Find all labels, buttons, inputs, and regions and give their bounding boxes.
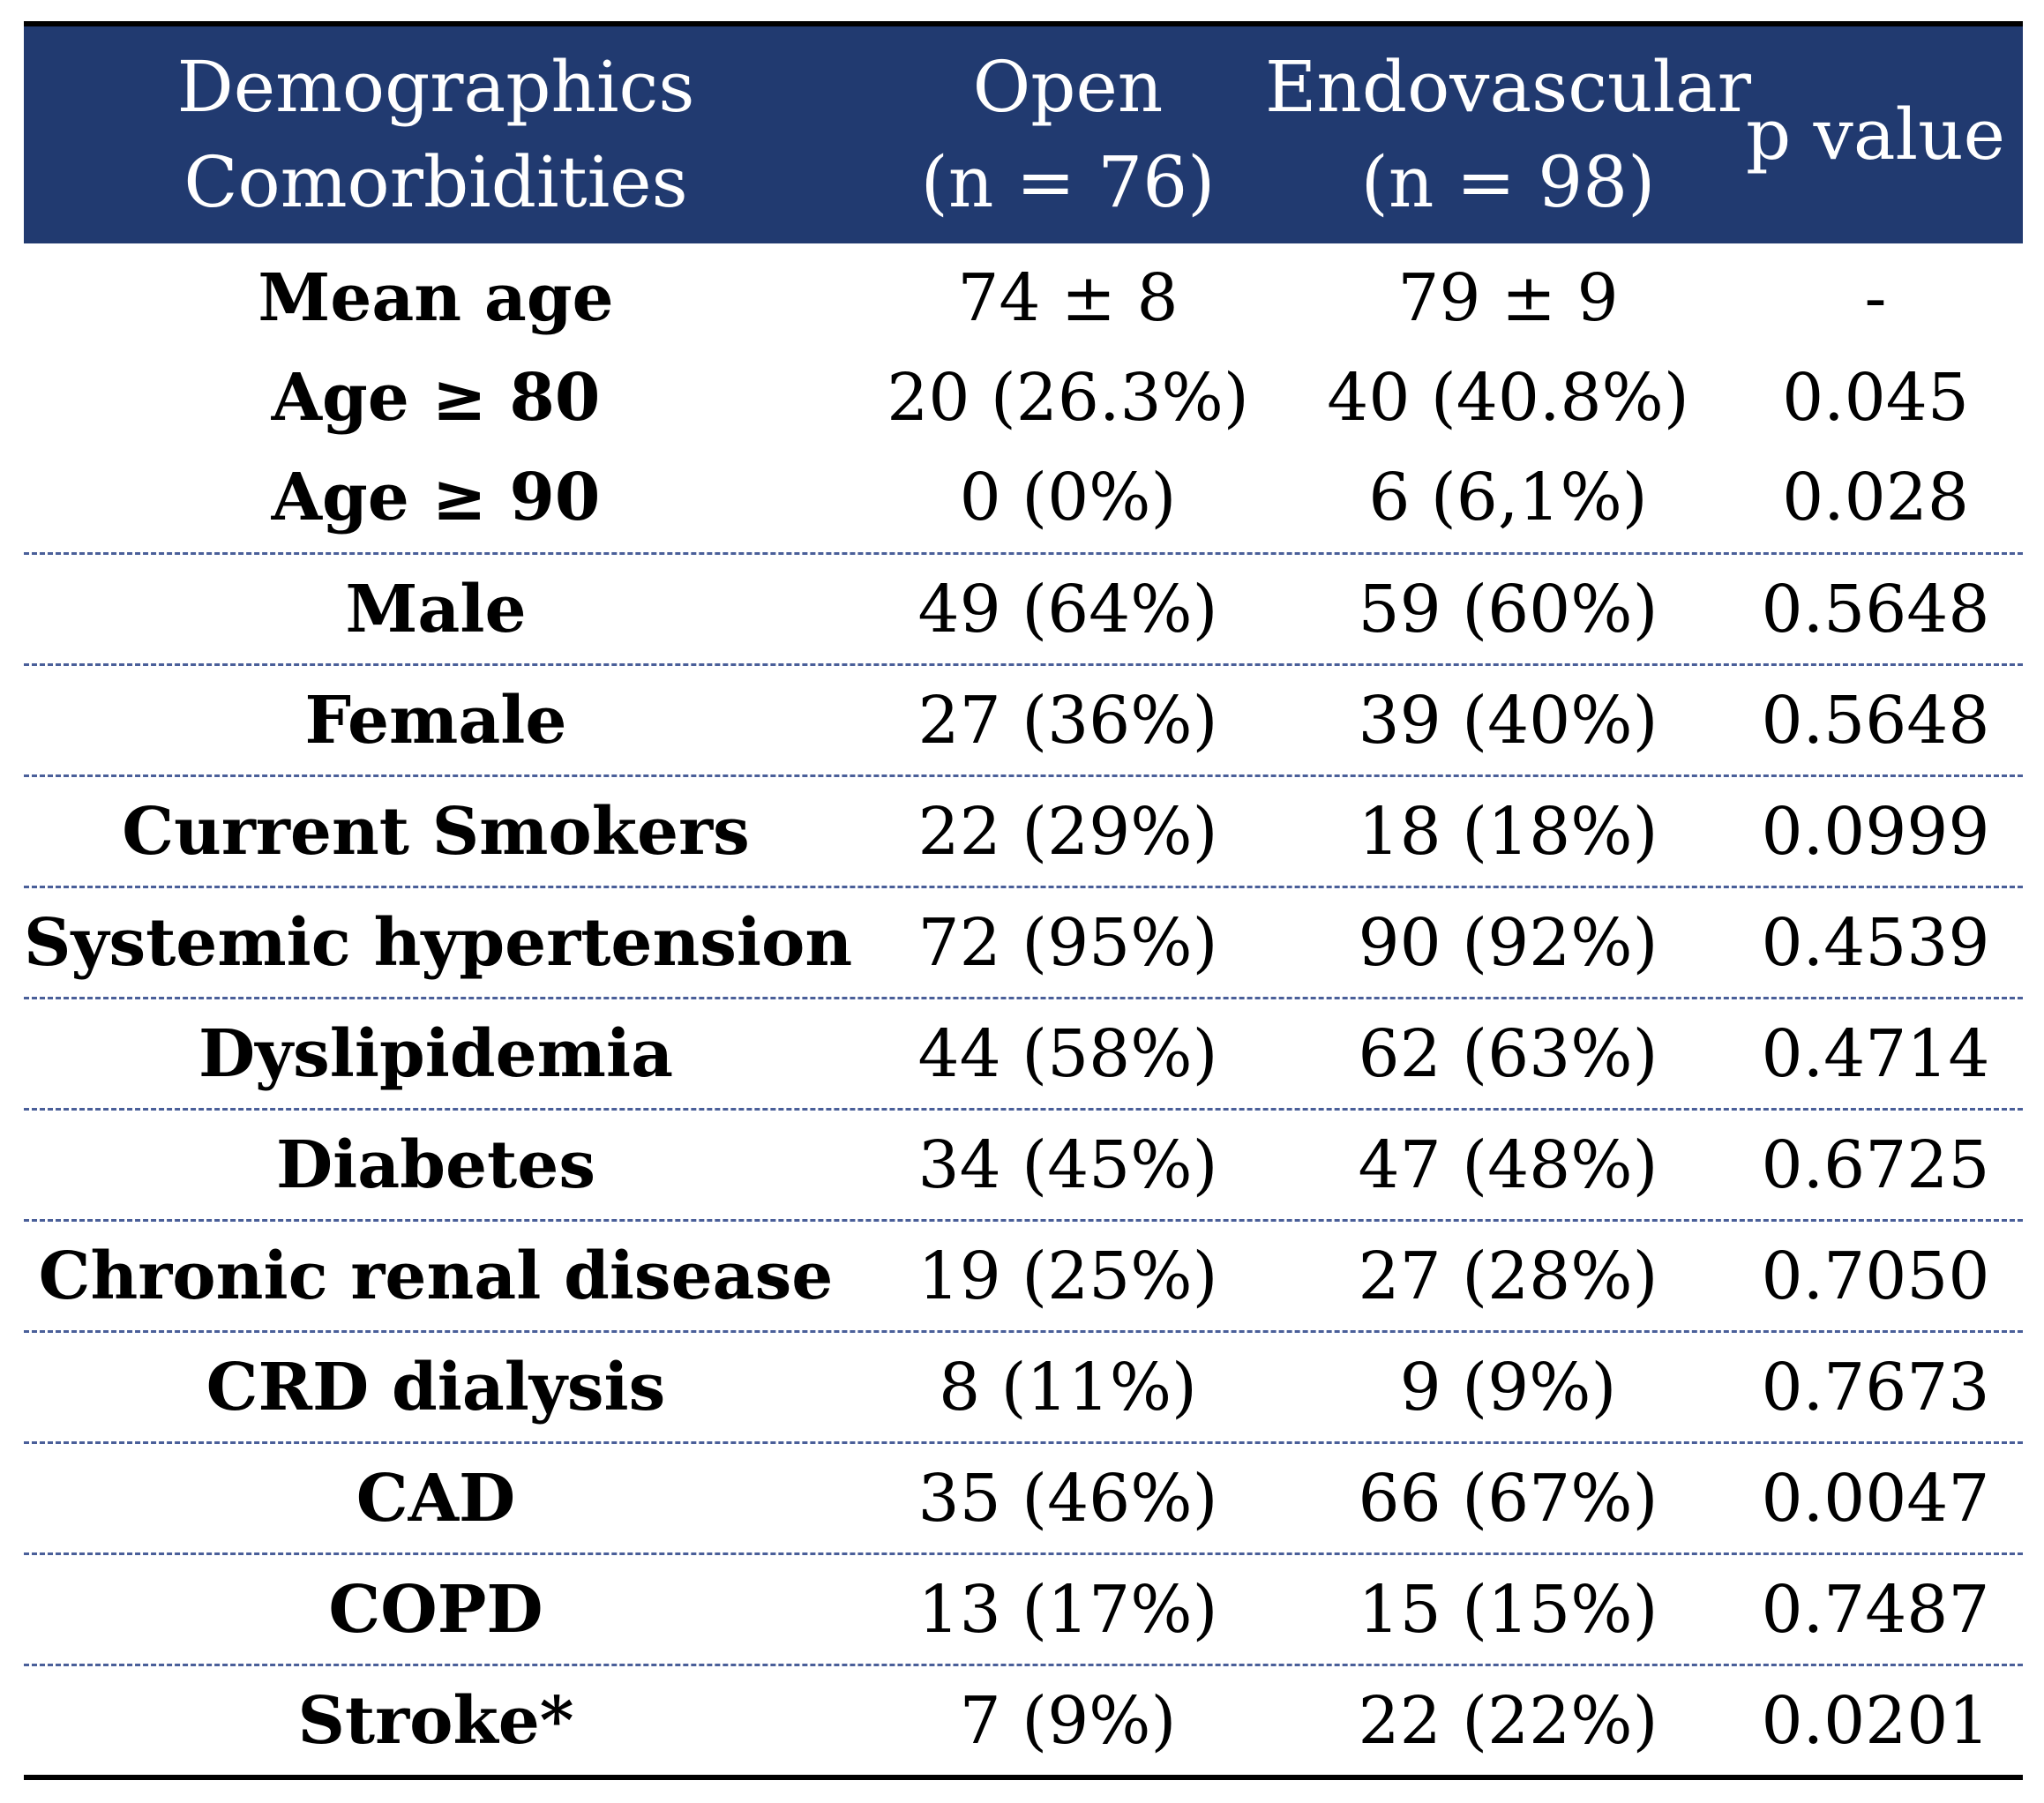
- p-value: 0.5648: [1761, 571, 1990, 647]
- table-row: Chronic renal disease 19 (25%) 27 (28%) …: [24, 1222, 2023, 1330]
- top-rule: [24, 21, 2023, 26]
- age-group: Mean age 74 ± 8 79 ± 9 - Age ≥ 80 20 (26…: [24, 243, 2023, 555]
- p-value: 0.5648: [1761, 682, 1990, 759]
- open-value: 44 (58%): [917, 1015, 1218, 1092]
- p-value: 0.4539: [1761, 904, 1990, 981]
- smokers-group: Current Smokers 22 (29%) 18 (18%) 0.0999: [24, 777, 2023, 888]
- open-value: 34 (45%): [917, 1126, 1218, 1203]
- table-header: Demographics Comorbidities Open (n = 76)…: [24, 26, 2023, 243]
- endovascular-value: 9 (9%): [1399, 1349, 1617, 1425]
- p-value: 0.7050: [1761, 1238, 1990, 1314]
- header-demographics: Demographics Comorbidities: [24, 26, 848, 243]
- endovascular-value: 79 ± 9: [1397, 259, 1619, 336]
- row-label: Mean age: [258, 259, 614, 336]
- row-label: CRD dialysis: [206, 1349, 666, 1425]
- table-row: Age ≥ 80 20 (26.3%) 40 (40.8%) 0.045: [24, 348, 2023, 447]
- table-row: Stroke* 7 (9%) 22 (22%) 0.0201: [24, 1666, 2023, 1775]
- table-row: Diabetes 34 (45%) 47 (48%) 0.6725: [24, 1111, 2023, 1219]
- table-row: CRD dialysis 8 (11%) 9 (9%) 0.7673: [24, 1333, 2023, 1441]
- open-value: 74 ± 8: [957, 259, 1179, 336]
- table-row: Age ≥ 90 0 (0%) 6 (6,1%) 0.028: [24, 447, 2023, 547]
- p-value: 0.6725: [1761, 1126, 1990, 1203]
- table-row: Mean age 74 ± 8 79 ± 9 -: [24, 248, 2023, 348]
- row-label: Female: [304, 682, 567, 759]
- open-value: 8 (11%): [939, 1349, 1197, 1425]
- diabetes-group: Diabetes 34 (45%) 47 (48%) 0.6725: [24, 1111, 2023, 1222]
- open-value: 27 (36%): [917, 682, 1218, 759]
- endovascular-value: 22 (22%): [1358, 1682, 1658, 1759]
- table-row: Current Smokers 22 (29%) 18 (18%) 0.0999: [24, 777, 2023, 886]
- p-value: 0.7673: [1761, 1349, 1990, 1425]
- dyslipidemia-group: Dyslipidemia 44 (58%) 62 (63%) 0.4714: [24, 999, 2023, 1111]
- row-label: Diabetes: [276, 1126, 595, 1203]
- row-label: Systemic hypertension: [24, 904, 853, 981]
- p-value: 0.7487: [1761, 1571, 1990, 1648]
- row-label: Age ≥ 80: [271, 359, 601, 436]
- row-label: Stroke*: [297, 1682, 574, 1759]
- row-label: CAD: [356, 1460, 516, 1537]
- table-row: Systemic hypertension 72 (95%) 90 (92%) …: [24, 888, 2023, 997]
- male-group: Male 49 (64%) 59 (60%) 0.5648: [24, 555, 2023, 666]
- header-open: Open (n = 76): [848, 26, 1288, 243]
- row-label: Chronic renal disease: [38, 1238, 834, 1314]
- row-label: Age ≥ 90: [271, 459, 601, 535]
- endovascular-value: 15 (15%): [1358, 1571, 1658, 1648]
- header-endovascular-line2: (n = 98): [1360, 141, 1656, 223]
- endovascular-value: 6 (6,1%): [1368, 459, 1648, 535]
- header-open-line1: Open: [972, 46, 1164, 128]
- open-value: 22 (29%): [917, 793, 1218, 870]
- row-label: Dyslipidemia: [198, 1015, 674, 1092]
- female-group: Female 27 (36%) 39 (40%) 0.5648: [24, 666, 2023, 777]
- header-demographics-line1: Demographics: [176, 46, 695, 128]
- p-value: 0.045: [1782, 359, 1969, 436]
- endovascular-value: 18 (18%): [1358, 793, 1658, 870]
- endovascular-value: 47 (48%): [1358, 1126, 1658, 1203]
- table-row: COPD 13 (17%) 15 (15%) 0.7487: [24, 1555, 2023, 1664]
- endovascular-value: 90 (92%): [1358, 904, 1658, 981]
- header-endovascular-line1: Endovascular: [1264, 46, 1752, 128]
- header-p-value: p value: [1728, 26, 2023, 243]
- table-row: Dyslipidemia 44 (58%) 62 (63%) 0.4714: [24, 999, 2023, 1108]
- open-value: 19 (25%): [917, 1238, 1218, 1314]
- dialysis-group: CRD dialysis 8 (11%) 9 (9%) 0.7673: [24, 1333, 2023, 1444]
- endovascular-value: 62 (63%): [1358, 1015, 1658, 1092]
- row-label: COPD: [328, 1571, 543, 1648]
- row-label: Male: [345, 571, 527, 647]
- header-open-line2: (n = 76): [920, 141, 1216, 223]
- endovascular-value: 66 (67%): [1358, 1460, 1658, 1537]
- header-p-value-label: p value: [1746, 94, 2005, 176]
- header-endovascular: Endovascular (n = 98): [1265, 26, 1751, 243]
- p-value: 0.028: [1782, 459, 1969, 535]
- endovascular-value: 59 (60%): [1358, 571, 1658, 647]
- endovascular-value: 40 (40.8%): [1327, 359, 1689, 436]
- renal-group: Chronic renal disease 19 (25%) 27 (28%) …: [24, 1222, 2023, 1333]
- endovascular-value: 27 (28%): [1358, 1238, 1658, 1314]
- open-value: 7 (9%): [959, 1682, 1177, 1759]
- stroke-group: Stroke* 7 (9%) 22 (22%) 0.0201: [24, 1666, 2023, 1775]
- p-value: -: [1864, 259, 1887, 336]
- p-value: 0.0047: [1761, 1460, 1990, 1537]
- table-row: Female 27 (36%) 39 (40%) 0.5648: [24, 666, 2023, 774]
- open-value: 72 (95%): [917, 904, 1218, 981]
- bottom-rule: [24, 1775, 2023, 1780]
- endovascular-value: 39 (40%): [1358, 682, 1658, 759]
- open-value: 20 (26.3%): [887, 359, 1249, 436]
- open-value: 13 (17%): [917, 1571, 1218, 1648]
- p-value: 0.0999: [1761, 793, 1990, 870]
- table-row: CAD 35 (46%) 66 (67%) 0.0047: [24, 1444, 2023, 1552]
- open-value: 49 (64%): [917, 571, 1218, 647]
- p-value: 0.4714: [1761, 1015, 1990, 1092]
- open-value: 0 (0%): [959, 459, 1177, 535]
- cad-group: CAD 35 (46%) 66 (67%) 0.0047: [24, 1444, 2023, 1555]
- table-row: Male 49 (64%) 59 (60%) 0.5648: [24, 555, 2023, 663]
- p-value: 0.0201: [1761, 1682, 1990, 1759]
- demographics-table: Demographics Comorbidities Open (n = 76)…: [24, 21, 2023, 1780]
- hypertension-group: Systemic hypertension 72 (95%) 90 (92%) …: [24, 888, 2023, 999]
- copd-group: COPD 13 (17%) 15 (15%) 0.7487: [24, 1555, 2023, 1666]
- header-demographics-line2: Comorbidities: [183, 141, 688, 223]
- row-label: Current Smokers: [122, 793, 750, 870]
- open-value: 35 (46%): [917, 1460, 1218, 1537]
